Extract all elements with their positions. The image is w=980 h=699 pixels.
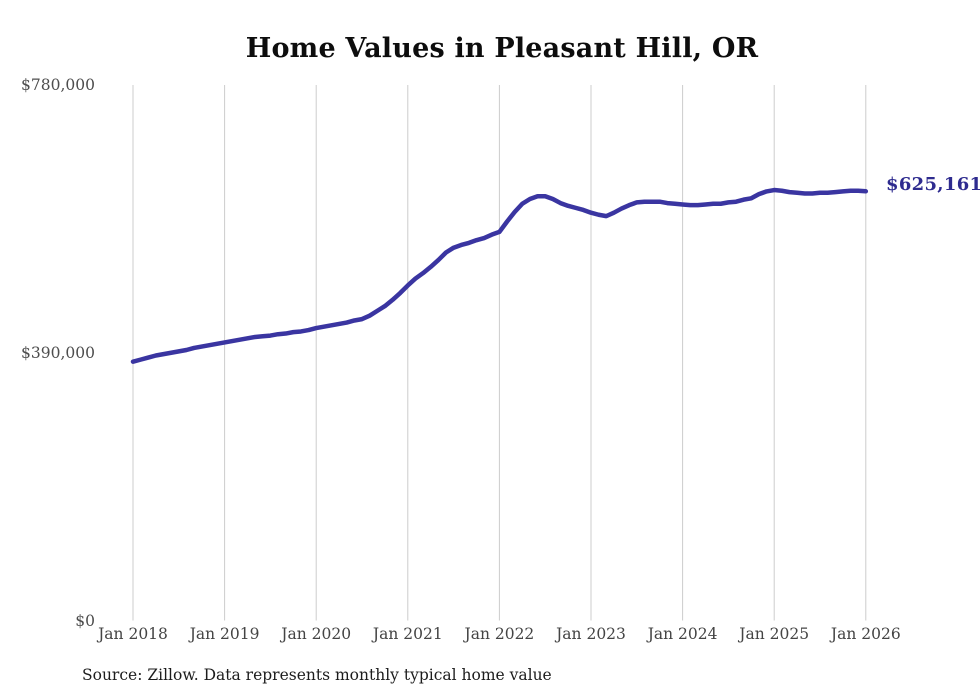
y-axis-tick-label: $390,000: [21, 343, 95, 362]
page-title: Home Values in Pleasant Hill, OR: [245, 33, 759, 64]
x-axis-tick-label: Jan 2022: [464, 625, 535, 643]
x-axis-tick-label: Jan 2025: [739, 625, 810, 643]
y-axis-tick-label: $0: [75, 611, 95, 630]
y-axis-tick-label: $780,000: [21, 76, 95, 94]
x-axis-tick-label: Jan 2023: [556, 625, 626, 643]
home-value-line: [130, 187, 869, 364]
x-axis-tick-label: Jan 2024: [647, 625, 718, 643]
source-note: Source: Zillow. Data represents monthly …: [82, 666, 552, 684]
x-axis-tick-label: Jan 2020: [281, 625, 352, 643]
x-axis-tick-label: Jan 2021: [372, 625, 443, 643]
x-axis-tick-label: Jan 2019: [189, 625, 260, 643]
x-axis-tick-label: Jan 2018: [98, 625, 168, 643]
x-axis-tick-label: Jan 2026: [830, 625, 901, 643]
latest-value-label: $625,161: [886, 174, 980, 195]
